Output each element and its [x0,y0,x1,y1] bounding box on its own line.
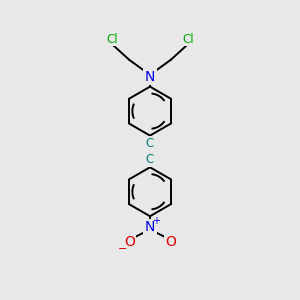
Text: −: − [117,244,127,254]
Text: C: C [146,153,154,166]
Text: N: N [145,70,155,84]
Text: O: O [165,235,176,249]
Text: O: O [124,235,135,249]
Text: +: + [152,216,160,226]
Text: Cl: Cl [182,33,194,46]
Text: C: C [146,137,154,150]
Text: Cl: Cl [106,33,118,46]
Text: N: N [145,220,155,234]
